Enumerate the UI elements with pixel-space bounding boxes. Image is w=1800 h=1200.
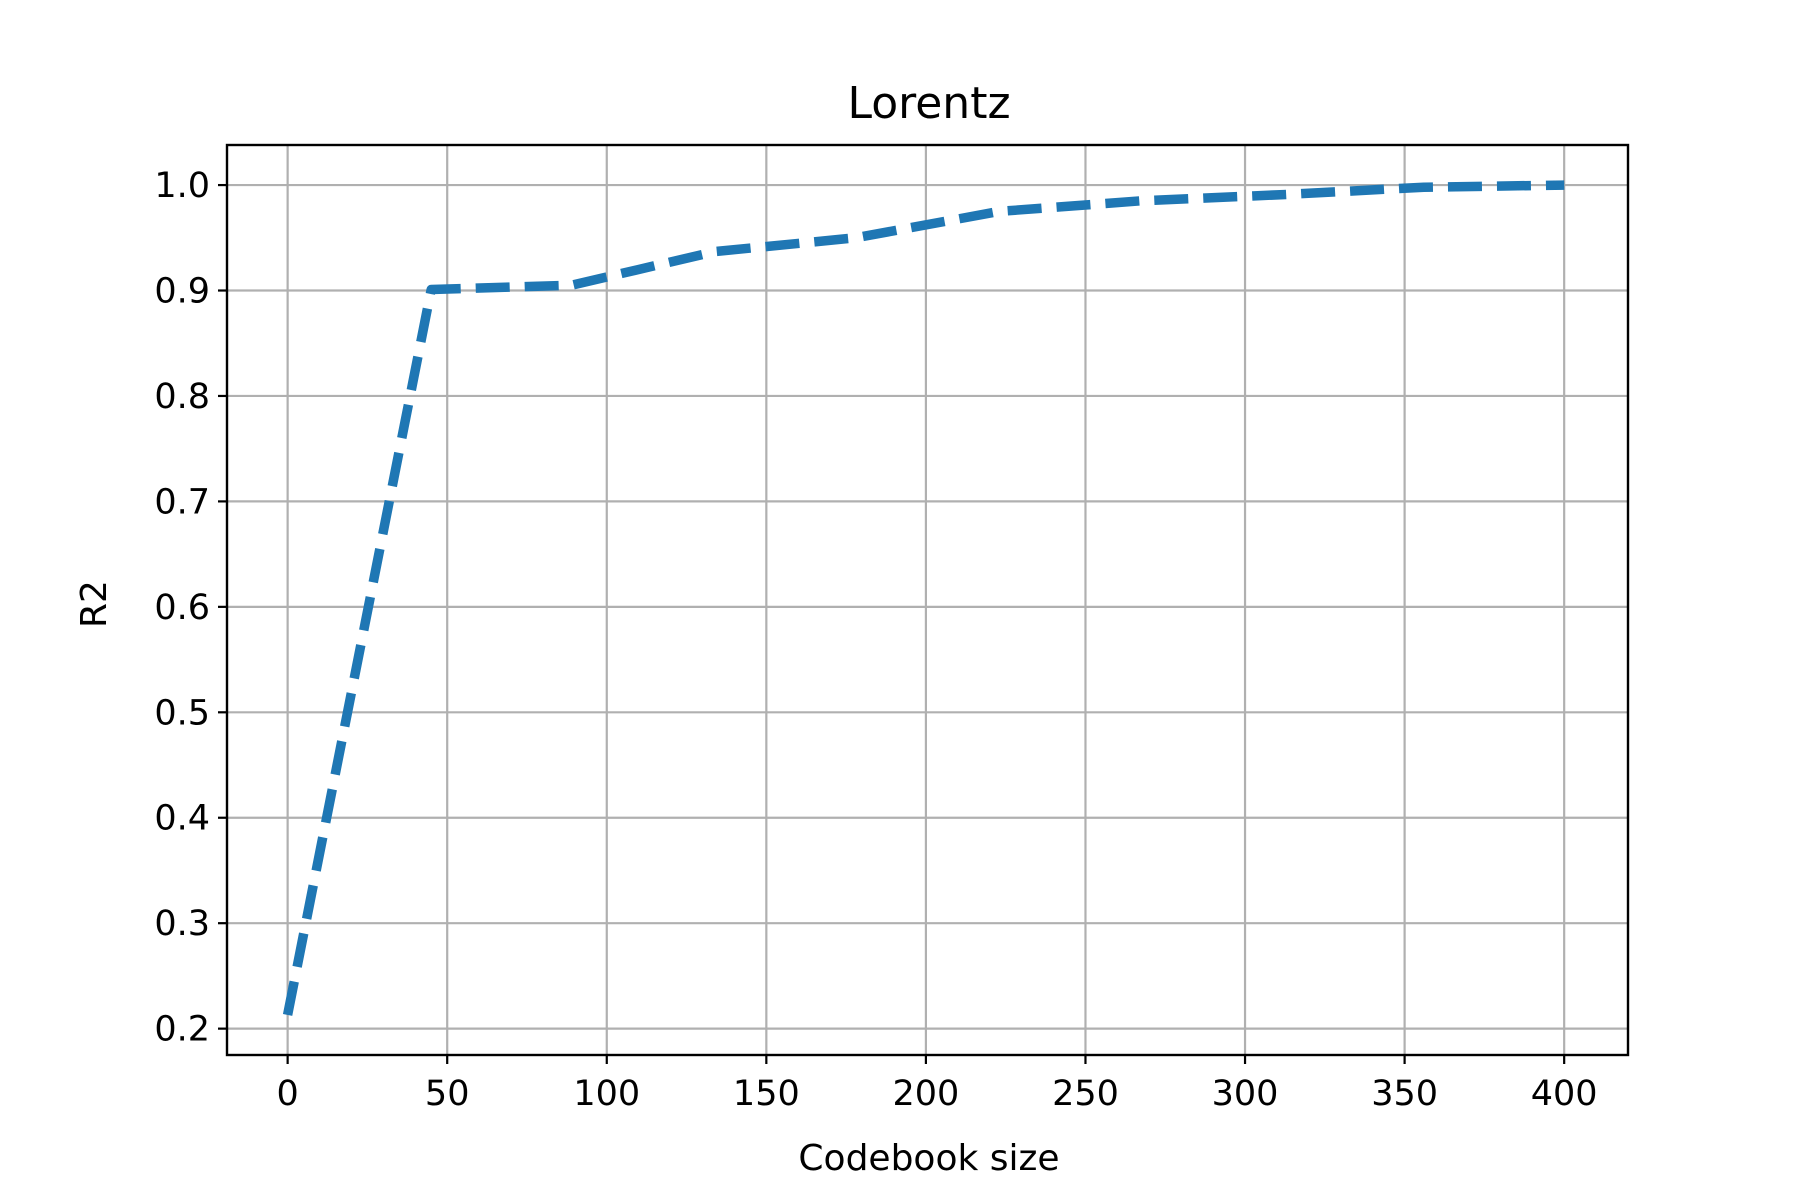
y-tick-label-5: 0.7 bbox=[154, 482, 210, 522]
y-tick-label-6: 0.8 bbox=[154, 377, 210, 417]
ticks: 0 50 100 150 200 250 300 350 400 0.2 0.3 0.4 0.5 0.6 0… bbox=[154, 166, 1597, 1114]
x-tick-label-4: 200 bbox=[892, 1074, 959, 1114]
x-tick-label-8: 400 bbox=[1531, 1074, 1598, 1114]
series-line-0 bbox=[282, 180, 1565, 1016]
y-tick-label-4: 0.6 bbox=[154, 588, 210, 628]
x-tick-label-6: 300 bbox=[1212, 1074, 1279, 1114]
x-tick-label-5: 250 bbox=[1052, 1074, 1119, 1114]
y-tick-label-7: 0.9 bbox=[154, 272, 210, 312]
chart-title: Lorentz bbox=[847, 78, 1010, 129]
x-tick-label-0: 0 bbox=[276, 1074, 298, 1114]
y-tick-label-1: 0.3 bbox=[154, 904, 210, 944]
y-tick-label-2: 0.4 bbox=[154, 799, 210, 839]
y-axis-label: R2 bbox=[74, 580, 115, 628]
grid bbox=[227, 145, 1628, 1055]
plot-frame bbox=[225, 143, 1630, 1057]
y-tick-label-0: 0.2 bbox=[154, 1010, 210, 1050]
x-tick-label-7: 350 bbox=[1371, 1074, 1438, 1114]
x-tick-label-3: 150 bbox=[733, 1074, 800, 1114]
series-layer bbox=[282, 180, 1565, 1016]
y-tick-label-8: 1.0 bbox=[154, 166, 210, 206]
x-tick-label-2: 100 bbox=[573, 1074, 640, 1114]
x-tick-label-1: 50 bbox=[425, 1074, 470, 1114]
y-tick-label-3: 0.5 bbox=[154, 693, 210, 733]
x-axis-label: Codebook size bbox=[798, 1138, 1059, 1179]
